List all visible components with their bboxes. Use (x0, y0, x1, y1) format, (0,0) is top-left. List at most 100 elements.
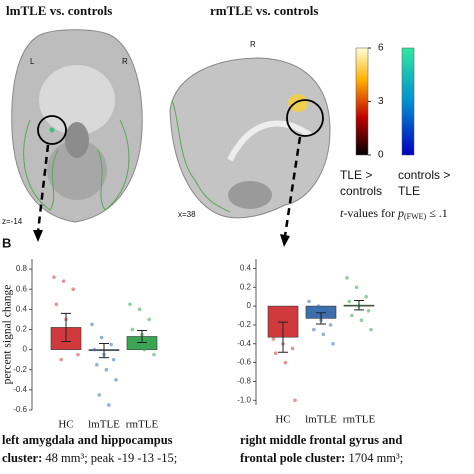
error-bar (99, 343, 109, 359)
title-left: lmTLE vs. controls (6, 3, 112, 18)
caption: cluster: 48 mm³; peak -19 -13 -15; (2, 451, 177, 465)
data-point (152, 352, 156, 357)
error-bar (316, 312, 326, 325)
colorbar-ticks: 6 3 0 (368, 43, 384, 161)
data-point (271, 337, 276, 341)
data-point (61, 279, 66, 283)
data-point (109, 342, 113, 347)
arrow (36, 144, 50, 233)
y-tick-label: -0.8 (237, 377, 251, 386)
data-point (350, 313, 354, 318)
caption-part: ≤ .1 (426, 206, 448, 220)
data-point (95, 362, 99, 367)
data-point (92, 347, 97, 352)
data-point (326, 309, 331, 313)
data-point (288, 330, 293, 335)
data-point (269, 318, 273, 323)
y-tick-label: 0 (247, 301, 252, 310)
slice-label: x=38 (178, 210, 196, 219)
data-point (90, 322, 94, 327)
caption-part: t (340, 206, 344, 220)
y-axis-label: percent signal change (2, 285, 14, 385)
slice-label: z=-14 (2, 217, 23, 226)
data-point (54, 302, 59, 307)
caption-part: (FWE) (404, 212, 427, 221)
data-point (274, 351, 278, 355)
x-tick-label: rmTLE (343, 414, 376, 426)
colorbar-tick-label: 6 (378, 43, 384, 54)
data-point (52, 275, 56, 279)
legend-text: TLE > (340, 168, 372, 182)
data-point (359, 318, 364, 323)
caption-part: p (397, 206, 404, 220)
data-point (293, 398, 297, 403)
colorbar-tick-label: 3 (378, 96, 384, 107)
y-tick-label: -0.6 (237, 358, 251, 367)
data-point (114, 378, 118, 382)
data-point (111, 357, 116, 362)
y-tick-label: 0.2 (240, 282, 252, 291)
colorbar-cool (401, 47, 415, 156)
data-point (366, 309, 371, 313)
colorbar-tick-label: 0 (378, 150, 384, 161)
data-point (147, 317, 151, 322)
legend-text: controls (340, 184, 382, 198)
y-tick-label: -0.4 (13, 385, 27, 394)
data-point (309, 313, 314, 318)
x-tick-label: HC (58, 419, 73, 431)
x-tick-label: rmTLE (126, 419, 159, 431)
charts: -0.6 -0.4 -0.2 0 0.2 0.4 0.6 0.8 percent signal … (2, 259, 376, 431)
data-point (345, 276, 349, 280)
arrowhead (280, 234, 290, 247)
data-point (312, 327, 316, 332)
y-tick-label: 0.4 (240, 264, 252, 273)
data-point (76, 352, 80, 357)
orient-label: R (250, 40, 256, 49)
data-point (369, 327, 373, 332)
data-point (128, 302, 132, 307)
data-point (354, 285, 359, 290)
caption-part: 48 mm³; peak -19 -13 -15; (42, 451, 177, 465)
x-tick-label: lmTLE (305, 414, 337, 426)
title-right: rmTLE vs. controls (210, 3, 318, 18)
arrowhead (33, 230, 43, 242)
x-tick-label: HC (275, 414, 290, 426)
caption: frontal pole cluster: 1704 mm³; (240, 451, 403, 465)
y-tick-label: -0.2 (237, 320, 251, 329)
arrow (283, 136, 302, 237)
y-tick-label: -1.0 (237, 395, 251, 404)
data-point (130, 327, 135, 332)
sagittal-brain (169, 57, 331, 219)
data-point (133, 342, 137, 347)
x-tick-label: lmTLE (88, 419, 120, 431)
data-point (328, 323, 333, 327)
legend-text: TLE (398, 184, 420, 198)
data-point (364, 294, 369, 299)
data-point (107, 403, 111, 407)
data-point (97, 393, 101, 397)
colorbar-hot (355, 47, 369, 156)
y-tick-label: -0.6 (13, 405, 27, 414)
data-point (99, 335, 104, 340)
caption-part: frontal pole cluster: (240, 451, 345, 465)
data-point (321, 332, 326, 337)
y-tick-label: 0 (23, 345, 28, 354)
orient-label: R (122, 57, 128, 66)
data-point (142, 347, 147, 352)
data-point (137, 307, 142, 312)
data-point (149, 337, 154, 342)
y-tick-label: 0.8 (16, 264, 28, 273)
data-point (57, 335, 61, 340)
error-bar (61, 312, 71, 343)
caption: right middle frontal gyrus and (240, 433, 402, 447)
y-tick-label: 0.4 (16, 304, 28, 313)
y-tick-label: -0.4 (237, 339, 251, 348)
data-point (66, 342, 71, 347)
data-point (71, 287, 75, 292)
error-bar (354, 299, 364, 311)
data-point (347, 299, 352, 304)
caption-part: 1704 mm³; (345, 451, 403, 465)
caption-part: cluster: (2, 451, 42, 465)
colorbar-caption: t-values for p(FWE) ≤ .1 (340, 206, 448, 221)
